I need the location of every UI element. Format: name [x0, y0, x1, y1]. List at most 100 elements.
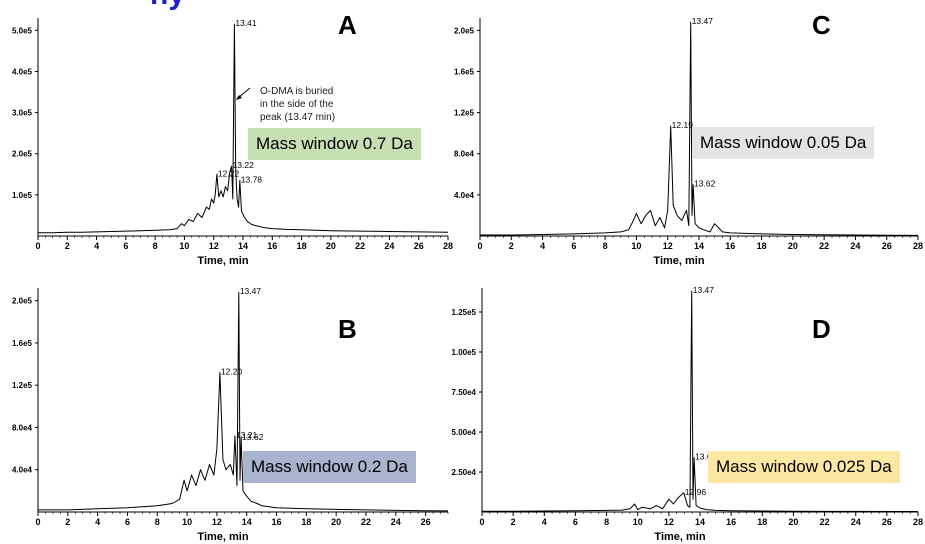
chromatogram-trace-c — [480, 21, 919, 236]
x-tick-label-d: 14 — [695, 517, 705, 527]
peak-label-d: 13.47 — [693, 285, 715, 295]
x-tick-label-b: 16 — [272, 517, 282, 527]
x-tick-label-a: 20 — [326, 241, 336, 251]
x-tick-label-d: 6 — [573, 517, 578, 527]
x-tick-label-b: 0 — [35, 517, 40, 527]
chromatogram-trace-a — [38, 23, 449, 234]
x-tick-label-c: 14 — [694, 241, 704, 251]
panel-label-d: D — [812, 314, 831, 344]
peak-label-a: 13.41 — [235, 18, 257, 28]
chart-panel-b: 0 2 4 6 8 10 12 14 16 18 20 22 24 264.0e48.0e41.2e51.… — [12, 286, 449, 543]
x-tick-label-b: 8 — [155, 517, 160, 527]
x-tick-label-d: 4 — [542, 517, 547, 527]
y-tick-label-d: 1.00e5 — [452, 348, 477, 357]
mass-window-d: Mass window 0.025 Da — [708, 451, 900, 483]
y-tick-label-b: 8.0e4 — [12, 423, 33, 432]
x-tick-label-b: 6 — [125, 517, 130, 527]
chromatogram-trace-d — [482, 290, 918, 512]
y-tick-label-c: 8.0e4 — [454, 150, 475, 159]
peak-label-a: 13.22 — [233, 160, 255, 170]
x-tick-label-c: 24 — [850, 241, 860, 251]
x-tick-label-c: 28 — [913, 241, 923, 251]
peak-label-b: 12.20 — [221, 367, 243, 377]
x-tick-label-a: 2 — [65, 241, 70, 251]
x-tick-label-c: 0 — [477, 241, 482, 251]
x-tick-label-d: 22 — [820, 517, 830, 527]
x-tick-label-d: 0 — [479, 517, 484, 527]
peak-label-c: 13.47 — [692, 16, 714, 26]
x-tick-label-d: 2 — [511, 517, 516, 527]
x-tick-label-d: 20 — [788, 517, 798, 527]
x-axis-title-a: Time, min — [197, 255, 248, 267]
y-tick-label-a: 4.0e5 — [12, 67, 33, 76]
peak-label-a: 13.78 — [241, 174, 263, 184]
x-tick-label-c: 12 — [663, 241, 673, 251]
x-tick-label-c: 20 — [788, 241, 798, 251]
mass-window-b: Mass window 0.2 Da — [243, 451, 416, 483]
x-tick-label-a: 22 — [355, 241, 365, 251]
panel-label-b: B — [338, 314, 357, 344]
x-tick-label-a: 28 — [443, 241, 453, 251]
mass-window-a: Mass window 0.7 Da — [248, 128, 421, 160]
x-tick-label-b: 18 — [301, 517, 311, 527]
chromatogram-trace-b — [38, 291, 449, 512]
x-tick-label-d: 8 — [604, 517, 609, 527]
x-tick-label-a: 10 — [179, 241, 189, 251]
x-tick-label-a: 16 — [267, 241, 277, 251]
x-axis-title-d: Time, min — [654, 531, 705, 543]
x-tick-label-a: 6 — [123, 241, 128, 251]
panel-label-a: A — [338, 10, 357, 40]
x-tick-label-a: 26 — [414, 241, 424, 251]
y-tick-label-a: 2.0e5 — [12, 150, 33, 159]
x-tick-label-a: 4 — [94, 241, 99, 251]
y-tick-label-d: 7.50e4 — [452, 388, 477, 397]
y-tick-label-a: 5.0e5 — [12, 26, 33, 35]
x-tick-label-c: 16 — [725, 241, 735, 251]
x-tick-label-a: 12 — [209, 241, 219, 251]
x-tick-label-b: 24 — [391, 517, 401, 527]
peak-label-c: 13.62 — [694, 179, 716, 189]
x-tick-label-c: 10 — [631, 241, 641, 251]
x-tick-label-c: 4 — [540, 241, 545, 251]
x-tick-label-d: 28 — [913, 517, 923, 527]
y-tick-label-c: 1.2e5 — [454, 109, 475, 118]
x-tick-label-d: 16 — [726, 517, 736, 527]
y-tick-label-b: 4.0e4 — [12, 466, 33, 475]
x-tick-label-d: 10 — [633, 517, 643, 527]
chart-panel-c: 0 2 4 6 8 10 12 14 16 18 20 22 24 26 284.0e48.0e41.2e5… — [454, 16, 923, 267]
x-axis-title-c: Time, min — [653, 255, 704, 267]
annotation-line-3: peak (13.47 min) — [260, 112, 336, 123]
x-tick-label-b: 10 — [182, 517, 192, 527]
x-tick-label-b: 20 — [331, 517, 341, 527]
annotation-line-1: O-DMA is buried — [260, 86, 334, 97]
annotation-line-2: in the side of the — [260, 99, 334, 110]
y-tick-label-a: 3.0e5 — [12, 109, 33, 118]
x-tick-label-a: 24 — [384, 241, 394, 251]
peak-label-b: 13.47 — [240, 286, 262, 296]
x-tick-label-c: 8 — [603, 241, 608, 251]
x-tick-label-d: 26 — [882, 517, 892, 527]
x-tick-label-a: 0 — [35, 241, 40, 251]
peak-label-c: 12.19 — [672, 120, 694, 130]
x-tick-label-b: 14 — [242, 517, 252, 527]
x-tick-label-c: 2 — [509, 241, 514, 251]
y-tick-label-d: 1.25e5 — [452, 308, 477, 317]
x-tick-label-d: 24 — [851, 517, 861, 527]
x-tick-label-a: 8 — [153, 241, 158, 251]
x-tick-label-c: 18 — [757, 241, 767, 251]
x-tick-label-b: 4 — [95, 517, 100, 527]
chart-panel-a: 0 2 4 6 8 10 12 14 16 18 20 22 24 26 281.0e52.0e53.0e5… — [12, 18, 453, 267]
y-tick-label-b: 2.0e5 — [12, 297, 33, 306]
y-tick-label-d: 5.00e4 — [452, 428, 477, 437]
x-tick-label-a: 18 — [297, 241, 307, 251]
x-tick-label-b: 22 — [361, 517, 371, 527]
y-tick-label-c: 4.0e4 — [454, 191, 475, 200]
chart-panel-d: 0 2 4 6 8 10 12 14 16 18 20 22 24 26 282.50e45.00e47.5… — [452, 285, 923, 543]
y-tick-label-d: 2.50e4 — [452, 468, 477, 477]
slide-title-fragment: hy — [150, 0, 185, 12]
mass-window-c: Mass window 0.05 Da — [692, 127, 875, 159]
peak-label-b: 13.62 — [242, 432, 264, 442]
x-tick-label-c: 22 — [819, 241, 829, 251]
peak-label-b: 13.21 — [236, 430, 258, 440]
